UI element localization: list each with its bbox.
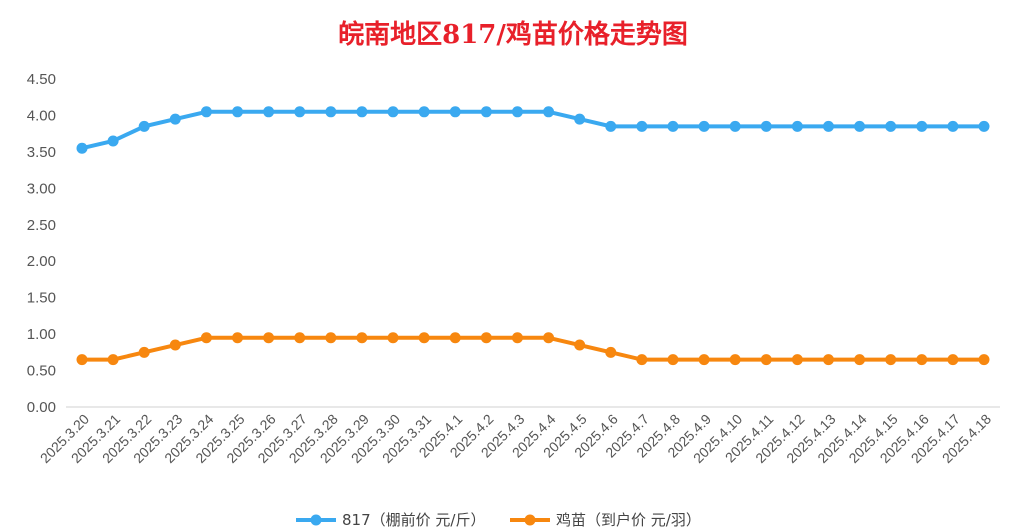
data-point xyxy=(138,120,150,132)
data-point xyxy=(760,120,772,132)
data-point xyxy=(387,332,399,344)
data-point xyxy=(729,354,741,366)
data-point xyxy=(200,106,212,118)
data-point xyxy=(916,120,928,132)
series-line-1 xyxy=(80,335,986,362)
y-tick-label: 1.50 xyxy=(27,290,56,307)
data-point xyxy=(543,332,555,344)
data-point xyxy=(418,332,430,344)
data-point xyxy=(885,120,897,132)
data-point xyxy=(574,339,586,351)
y-tick-label: 3.50 xyxy=(27,144,56,161)
y-tick-label: 4.00 xyxy=(27,107,56,124)
data-point xyxy=(574,113,586,125)
data-point xyxy=(947,120,959,132)
data-point xyxy=(760,354,772,366)
data-point xyxy=(480,332,492,344)
data-point xyxy=(885,354,897,366)
data-point xyxy=(232,332,244,344)
data-point xyxy=(605,346,617,358)
data-point xyxy=(698,354,710,366)
series-line-0 xyxy=(80,109,986,151)
data-point xyxy=(387,106,399,118)
legend-label-1: 鸡苗（到户价 元/羽） xyxy=(556,511,701,529)
legend-marker-1 xyxy=(524,514,536,526)
data-point xyxy=(356,106,368,118)
data-point xyxy=(76,354,88,366)
series-layer xyxy=(76,106,990,366)
data-point xyxy=(138,346,150,358)
data-point xyxy=(791,354,803,366)
data-point xyxy=(978,354,990,366)
data-point xyxy=(543,106,555,118)
data-point xyxy=(791,120,803,132)
y-tick-label: 2.00 xyxy=(27,253,56,270)
data-point xyxy=(107,135,119,147)
data-point xyxy=(294,332,306,344)
data-point xyxy=(325,106,337,118)
data-point xyxy=(232,106,244,118)
legend-marker-0 xyxy=(310,514,322,526)
y-tick-label: 1.00 xyxy=(27,326,56,343)
data-point xyxy=(947,354,959,366)
data-point xyxy=(107,354,119,366)
y-tick-label: 4.50 xyxy=(27,71,56,88)
data-point xyxy=(854,354,866,366)
data-point xyxy=(294,106,306,118)
y-axis-ticks: 0.00 0.50 1.00 1.50 2.00 2.50 3.00 3.50 4.00 4.50 xyxy=(27,71,56,416)
data-point xyxy=(449,106,461,118)
data-point xyxy=(667,120,679,132)
y-tick-label: 3.00 xyxy=(27,180,56,197)
legend-label-0: 817（棚前价 元/斤） xyxy=(342,511,485,529)
data-point xyxy=(169,113,181,125)
legend: 817（棚前价 元/斤） 鸡苗（到户价 元/羽） xyxy=(296,511,701,529)
y-tick-label: 0.50 xyxy=(27,363,56,380)
data-point xyxy=(605,120,617,132)
data-point xyxy=(263,106,275,118)
data-point xyxy=(978,120,990,132)
data-point xyxy=(822,120,834,132)
data-point xyxy=(356,332,368,344)
data-point xyxy=(636,120,648,132)
data-point xyxy=(449,332,461,344)
data-point xyxy=(200,332,212,344)
x-axis-ticks: 2025.3.202025.3.212025.3.222025.3.232025… xyxy=(37,411,995,467)
data-point xyxy=(916,354,928,366)
data-point xyxy=(729,120,741,132)
data-point xyxy=(667,354,679,366)
y-tick-label: 2.50 xyxy=(27,217,56,234)
data-point xyxy=(418,106,430,118)
data-point xyxy=(854,120,866,132)
data-point xyxy=(698,120,710,132)
data-point xyxy=(76,142,88,154)
data-point xyxy=(263,332,275,344)
chart-title: 皖南地区817/鸡苗价格走势图 xyxy=(338,20,688,50)
data-point xyxy=(636,354,648,366)
data-point xyxy=(822,354,834,366)
data-point xyxy=(325,332,337,344)
data-point xyxy=(511,106,523,118)
data-point xyxy=(169,339,181,351)
data-point xyxy=(480,106,492,118)
y-tick-label: 0.00 xyxy=(27,399,56,416)
data-point xyxy=(511,332,523,344)
